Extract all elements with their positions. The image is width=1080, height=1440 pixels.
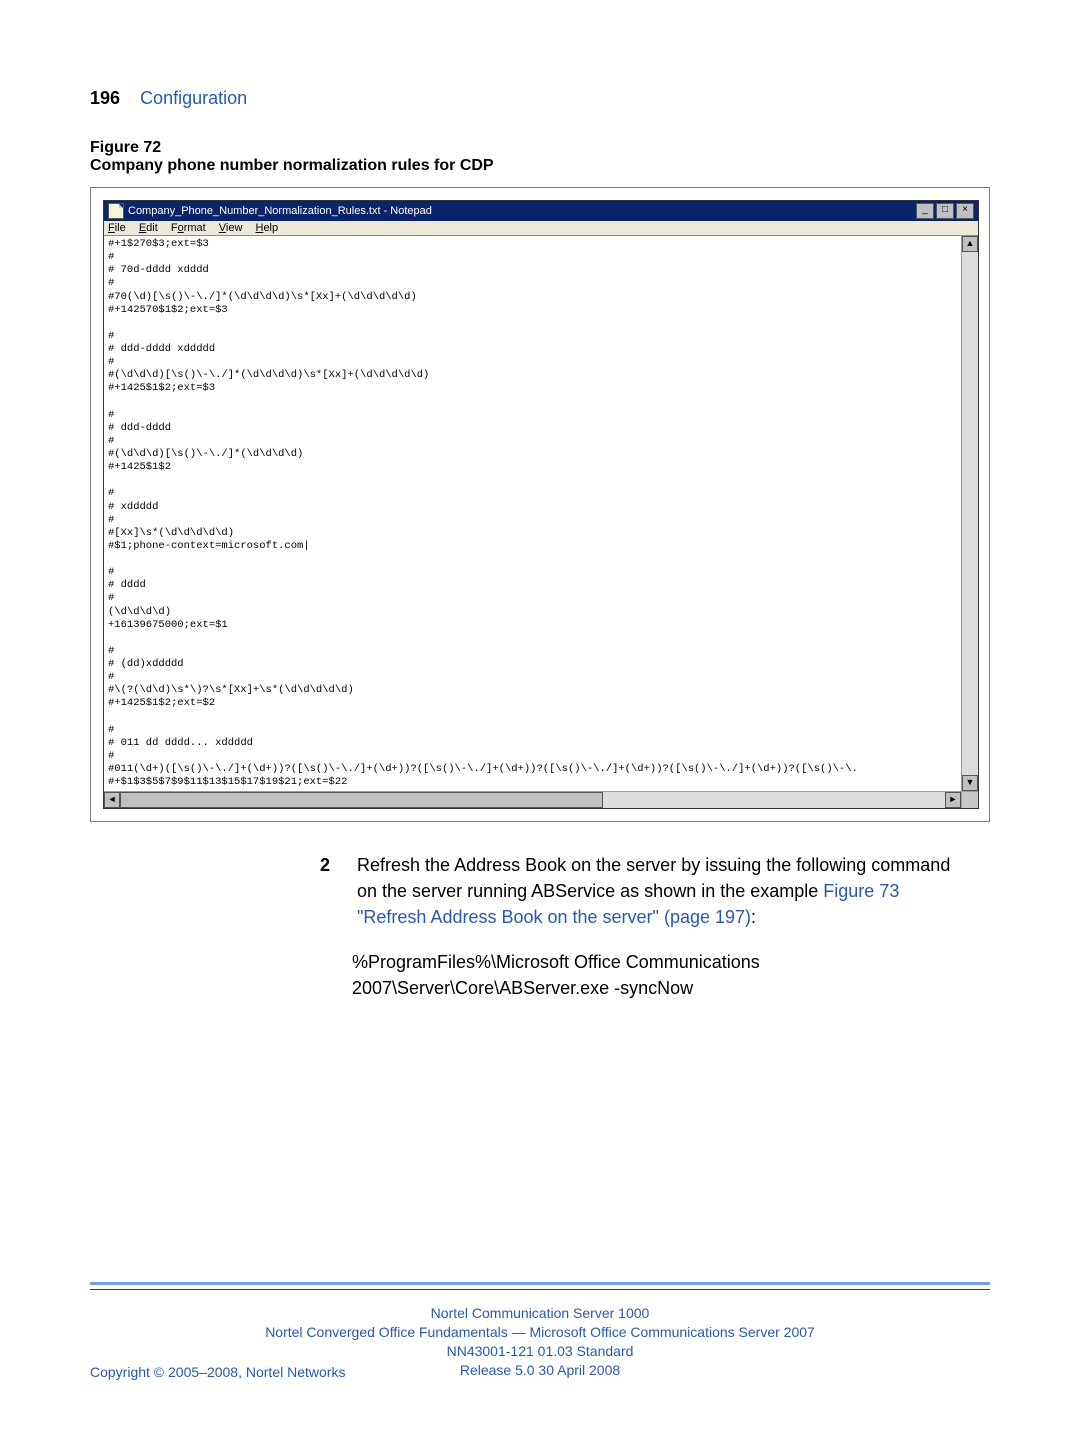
close-button[interactable]: × [956,203,974,219]
page-number: 196 [90,88,120,108]
copyright: Copyright © 2005–2008, Nortel Networks [90,1364,345,1380]
scroll-down-icon[interactable]: ▼ [962,775,978,791]
scroll-left-icon[interactable]: ◄ [104,792,120,808]
scroll-right-icon[interactable]: ► [945,792,961,808]
menu-edit[interactable]: Edit [139,222,158,234]
footer-line-2: Nortel Converged Office Fundamentals — M… [0,1323,1080,1342]
vertical-scrollbar[interactable]: ▲ ▼ [961,236,978,791]
notepad-window: Company_Phone_Number_Normalization_Rules… [103,200,979,809]
window-controls: _ □ × [916,203,974,219]
screenshot-frame: Company_Phone_Number_Normalization_Rules… [90,187,990,822]
menu-file[interactable]: File [108,222,126,234]
footer-rule [90,1282,990,1290]
step-block: 2 Refresh the Address Book on the server… [320,852,990,930]
menu-view[interactable]: View [219,222,243,234]
menu-format[interactable]: Format [171,222,206,234]
document-icon [108,203,124,219]
minimize-button[interactable]: _ [916,203,934,219]
menu-help[interactable]: Help [255,222,278,234]
editor-area: #+1$270$3;ext=$3 # # 70d-dddd xdddd # #7… [104,236,978,791]
footer-line-1: Nortel Communication Server 1000 [0,1304,1080,1323]
editor-text[interactable]: #+1$270$3;ext=$3 # # 70d-dddd xdddd # #7… [104,236,961,791]
maximize-button[interactable]: □ [936,203,954,219]
horizontal-scrollbar[interactable]: ◄ ► [104,791,978,808]
page: 196 Configuration Figure 72 Company phon… [0,0,1080,1440]
resize-grip-icon[interactable] [961,792,978,808]
menu-bar: File Edit Format View Help [104,221,978,236]
window-title: Company_Phone_Number_Normalization_Rules… [128,205,432,217]
step-number: 2 [320,852,352,878]
scroll-up-icon[interactable]: ▲ [962,236,978,252]
step-text: Refresh the Address Book on the server b… [357,852,957,930]
figure-label: Figure 72 [90,139,990,157]
step-colon: : [751,907,756,927]
footer-line-3: NN43001-121 01.03 Standard [0,1342,1080,1361]
scroll-thumb[interactable] [120,792,603,808]
scroll-track[interactable] [962,252,978,775]
command-text: %ProgramFiles%\Microsoft Office Communic… [352,949,990,1001]
page-header: 196 Configuration [90,88,990,109]
section-title: Configuration [140,88,247,108]
figure-title: Company phone number normalization rules… [90,157,990,175]
window-titlebar[interactable]: Company_Phone_Number_Normalization_Rules… [104,201,978,221]
